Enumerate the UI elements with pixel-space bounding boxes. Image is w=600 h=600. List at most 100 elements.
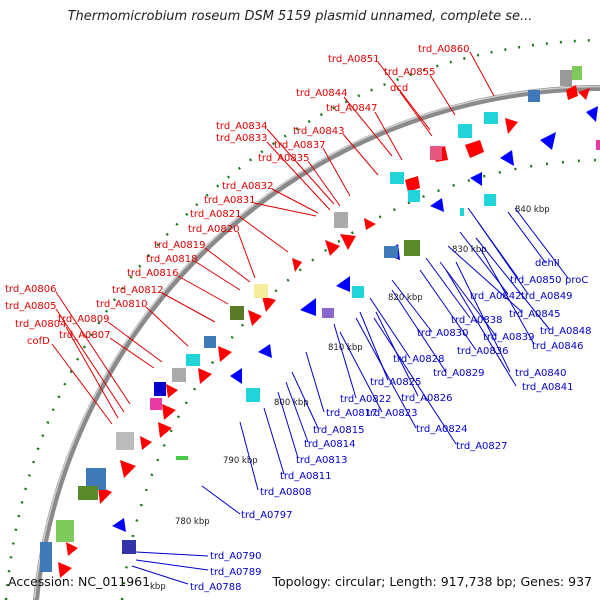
gene-label[interactable]: trd_A0805 (5, 301, 57, 312)
feature-arrow[interactable] (230, 368, 242, 384)
feature-arrow[interactable] (405, 176, 420, 192)
feature-arrow[interactable] (586, 106, 598, 122)
feature-box[interactable] (404, 240, 420, 256)
feature-arrow[interactable] (120, 460, 136, 478)
gene-label[interactable]: trd_A0826 (401, 393, 453, 404)
gene-label[interactable]: dehII (535, 258, 560, 269)
feature-arrow[interactable] (292, 258, 302, 272)
feature-box[interactable] (78, 486, 98, 500)
feature-box[interactable] (246, 388, 260, 402)
feature-box[interactable] (176, 456, 188, 460)
feature-box[interactable] (254, 284, 268, 298)
gene-label[interactable]: trd_A0843 (293, 126, 345, 137)
feature-box[interactable] (460, 208, 464, 216)
gene-label[interactable]: trd_A0824 (416, 424, 468, 435)
gene-label[interactable]: trd_A0804 (15, 319, 67, 330)
feature-box[interactable] (204, 336, 216, 348)
gene-label[interactable]: trd_A0812 (112, 285, 164, 296)
gene-label[interactable]: trd_A0809 (58, 314, 110, 325)
feature-arrow[interactable] (98, 486, 112, 504)
gene-label[interactable]: trd_A0827 (456, 441, 508, 452)
gene-label[interactable]: trd_A0842 (470, 291, 522, 302)
gene-label[interactable]: trd_A0825 (370, 377, 422, 388)
gene-label[interactable]: dcd (390, 83, 408, 94)
gene-label[interactable]: trd_A0840 (515, 368, 567, 379)
gene-label[interactable]: trd_A0819 (154, 240, 206, 251)
feature-arrow[interactable] (198, 368, 212, 384)
gene-label[interactable]: trd_A0813 (296, 455, 348, 466)
gene-label[interactable]: trd_A0829 (433, 368, 485, 379)
feature-arrow[interactable] (162, 404, 176, 420)
gene-label[interactable]: trd_A0789 (210, 567, 262, 578)
feature-arrow[interactable] (112, 518, 126, 532)
gene-label[interactable]: trd_A0841 (522, 382, 574, 393)
gene-label[interactable]: trd_A0808 (260, 487, 312, 498)
feature-arrow[interactable] (500, 150, 514, 166)
feature-box[interactable] (322, 308, 334, 318)
feature-box[interactable] (230, 306, 244, 320)
gene-label[interactable]: trd_A0846 (532, 341, 584, 352)
feature-box[interactable] (86, 468, 106, 490)
feature-box[interactable] (596, 140, 600, 150)
gene-label[interactable]: trd_A0830 (417, 328, 469, 339)
feature-arrow[interactable] (158, 422, 172, 438)
feature-box[interactable] (172, 368, 186, 382)
feature-arrow[interactable] (66, 542, 78, 556)
feature-box[interactable] (56, 520, 74, 542)
feature-arrow[interactable] (340, 234, 356, 250)
feature-box[interactable] (484, 112, 498, 124)
gene-label[interactable]: trd_A0811 (280, 471, 332, 482)
gene-label[interactable]: trd_A0845 (509, 309, 561, 320)
gene-label[interactable]: trd_A0837 (274, 140, 326, 151)
gene-label[interactable]: trd_A0815 (313, 425, 365, 436)
feature-arrow[interactable] (140, 436, 152, 450)
gene-label[interactable]: trd_A0832 (222, 181, 274, 192)
feature-box[interactable] (458, 124, 472, 138)
gene-label[interactable]: cofD (27, 336, 50, 347)
gene-label[interactable]: proC (565, 275, 588, 286)
gene-label[interactable]: trd_A0834 (216, 121, 268, 132)
gene-label[interactable]: trd_A0823 (366, 408, 418, 419)
feature-arrow[interactable] (336, 276, 350, 292)
feature-arrow[interactable] (248, 310, 262, 326)
gene-label[interactable]: trd_A0836 (457, 346, 509, 357)
gene-label[interactable]: trd_A0839 (483, 332, 535, 343)
gene-label[interactable]: trd_A0817 (326, 408, 378, 419)
gene-label[interactable]: trd_A0855 (384, 67, 436, 78)
feature-arrow[interactable] (566, 85, 578, 100)
feature-arrow[interactable] (218, 346, 232, 362)
feature-box[interactable] (384, 246, 398, 258)
feature-box[interactable] (390, 172, 404, 184)
gene-label[interactable]: trd_A0850 (510, 275, 562, 286)
gene-label[interactable]: trd_A0814 (304, 439, 356, 450)
feature-box[interactable] (154, 382, 166, 396)
gene-label[interactable]: trd_A0821 (190, 209, 242, 220)
gene-label[interactable]: trd_A0807 (59, 330, 111, 341)
feature-arrow[interactable] (300, 298, 316, 316)
feature-arrow[interactable] (540, 132, 556, 150)
feature-box[interactable] (122, 540, 136, 554)
gene-label[interactable]: trd_A0818 (146, 254, 198, 265)
feature-box[interactable] (572, 66, 582, 80)
gene-label[interactable]: trd_A0797 (241, 510, 293, 521)
gene-label[interactable]: trd_A0851 (328, 54, 380, 65)
gene-label[interactable]: trd_A0822 (340, 394, 392, 405)
feature-box[interactable] (430, 146, 442, 160)
feature-arrow[interactable] (578, 88, 590, 100)
gene-label[interactable]: trd_A0806 (5, 284, 57, 295)
gene-label[interactable]: trd_A0833 (216, 133, 268, 144)
feature-arrow[interactable] (58, 562, 72, 578)
feature-arrow[interactable] (258, 344, 272, 358)
feature-box[interactable] (40, 542, 52, 572)
feature-arrow[interactable] (262, 296, 276, 312)
gene-label[interactable]: trd_A0860 (418, 44, 470, 55)
feature-box[interactable] (352, 286, 364, 298)
gene-label[interactable]: trd_A0831 (204, 195, 256, 206)
gene-label[interactable]: trd_A0844 (296, 88, 348, 99)
feature-box[interactable] (560, 70, 572, 86)
gene-label[interactable]: trd_A0810 (96, 299, 148, 310)
feature-arrow[interactable] (465, 140, 484, 158)
feature-box[interactable] (408, 190, 420, 202)
feature-box[interactable] (186, 354, 200, 366)
feature-arrow[interactable] (430, 198, 444, 212)
